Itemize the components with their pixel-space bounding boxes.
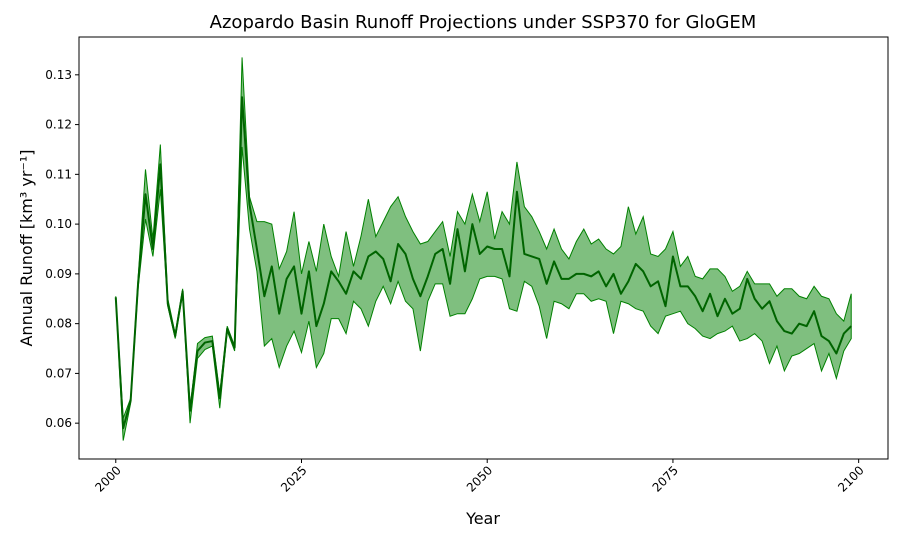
x-tick-label: 2050 (464, 463, 495, 494)
y-tick-label: 0.07 (45, 366, 72, 380)
y-tick-label: 0.10 (45, 217, 72, 231)
median-line (114, 96, 852, 430)
x-tick-label: 2000 (92, 463, 123, 494)
y-axis-label: Annual Runoff [km³ yr⁻¹] (17, 149, 36, 346)
y-tick-label: 0.12 (45, 118, 72, 132)
x-tick-label: 2100 (835, 463, 866, 494)
y-tick-label: 0.09 (45, 267, 72, 281)
x-axis-label: Year (465, 509, 500, 528)
x-tick-label: 2075 (650, 463, 681, 494)
x-tick-label: 2025 (278, 463, 309, 494)
y-tick-label: 0.06 (45, 416, 72, 430)
chart-title: Azopardo Basin Runoff Projections under … (210, 12, 757, 33)
plot-frame (78, 36, 889, 460)
y-tick-label: 0.11 (45, 167, 72, 181)
y-tick-label: 0.13 (45, 68, 72, 82)
y-tick-label: 0.08 (45, 317, 72, 331)
